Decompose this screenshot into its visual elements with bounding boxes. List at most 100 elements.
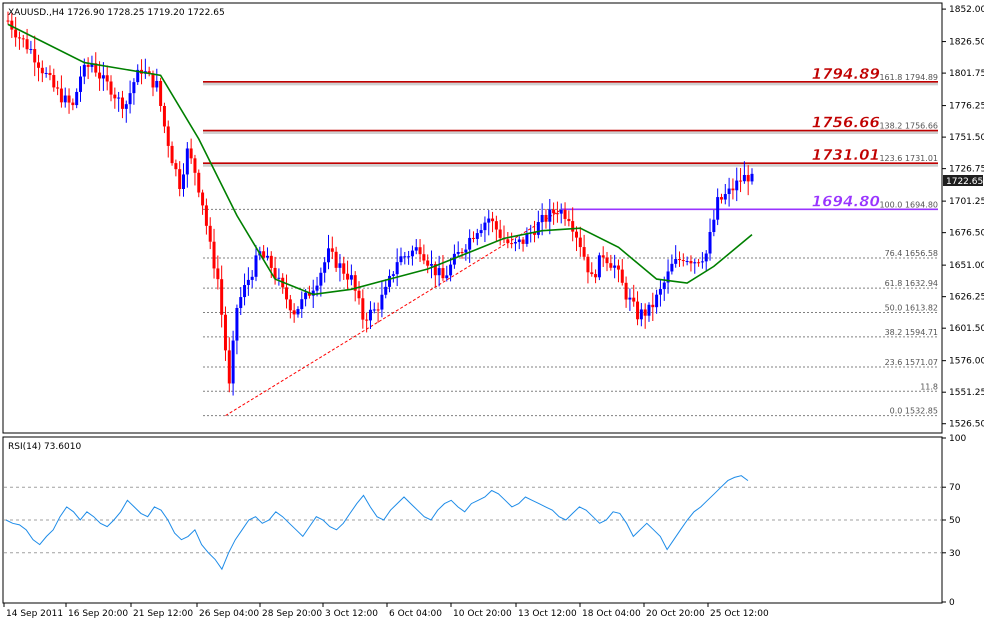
candle-body	[727, 188, 731, 195]
candle-body	[357, 290, 361, 299]
y-tick-label: 1526.50	[949, 420, 984, 430]
candle-body	[105, 75, 109, 82]
candle-body	[636, 301, 640, 320]
rsi-tick-label: 100	[949, 434, 966, 444]
y-tick-label: 1751.50	[949, 133, 984, 143]
candle-body	[742, 174, 746, 182]
candle-body	[559, 209, 563, 214]
axis-layer: 1852.00 1826.50 1801.75 1776.25 1751.50 1726.…	[3, 5, 984, 619]
candle-body	[632, 297, 636, 302]
candle-body	[704, 253, 708, 262]
candle-body	[250, 276, 254, 280]
candles-layer	[6, 11, 754, 396]
candle-body	[586, 256, 590, 273]
candle-body	[239, 297, 243, 308]
moving-average-line	[7, 23, 753, 296]
candle-body	[338, 263, 342, 268]
candle-body	[67, 95, 71, 103]
candle-body	[525, 233, 529, 244]
x-tick-label: 3 Oct 12:00	[325, 609, 378, 619]
candle-body	[174, 163, 178, 170]
candle-body	[513, 242, 517, 244]
candle-body	[571, 221, 575, 232]
fib-level-label: 123.6 1731.01	[879, 154, 938, 163]
candle-body	[204, 205, 208, 226]
candle-body	[521, 239, 525, 244]
candle-body	[563, 209, 567, 219]
candle-body	[189, 148, 193, 159]
moving-average-layer	[7, 23, 753, 296]
candle-body	[288, 299, 292, 311]
candle-body	[678, 259, 682, 261]
candle-body	[254, 255, 258, 277]
candle-body	[155, 80, 159, 88]
candle-body	[536, 222, 540, 235]
highlight-price-label: 1794.89	[812, 65, 880, 83]
candle-body	[25, 39, 29, 50]
candle-body	[388, 275, 392, 287]
x-tick-label: 28 Sep 20:00	[262, 609, 322, 619]
chart-title: XAUUSD.,H4 1726.90 1728.25 1719.20 1722.…	[8, 8, 225, 18]
candle-body	[403, 256, 407, 258]
rsi-layer	[4, 475, 941, 571]
candle-body	[182, 174, 186, 189]
candle-body	[334, 251, 338, 268]
candle-body	[510, 243, 514, 245]
candle-body	[120, 97, 124, 109]
candle-body	[601, 255, 605, 258]
candle-body	[662, 282, 666, 290]
candle-body	[639, 309, 643, 320]
candle-body	[193, 158, 197, 173]
candle-body	[14, 29, 18, 38]
fib-level-label: 0.0 1532.85	[890, 407, 938, 416]
candle-body	[399, 256, 403, 263]
candle-body	[494, 221, 498, 230]
candle-body	[391, 274, 395, 276]
candle-body	[491, 218, 495, 222]
candle-body	[56, 87, 60, 89]
fib-level-label: 161.8 1794.89	[879, 73, 938, 82]
candle-body	[326, 248, 330, 263]
candle-body	[689, 261, 693, 264]
candle-body	[208, 225, 212, 242]
candle-body	[353, 275, 357, 291]
candle-body	[475, 233, 479, 239]
candle-body	[582, 247, 586, 257]
fib-level-label: 100.0 1694.80	[879, 200, 938, 209]
candle-body	[17, 37, 21, 39]
candle-body	[342, 263, 346, 274]
candle-body	[128, 93, 132, 105]
candle-body	[372, 309, 376, 311]
candle-body	[647, 304, 651, 316]
candle-body	[94, 63, 98, 73]
candle-body	[124, 104, 128, 109]
candle-body	[567, 218, 571, 222]
candle-body	[735, 180, 739, 191]
rsi-line	[5, 475, 749, 571]
candle-body	[620, 269, 624, 283]
candle-body	[170, 145, 174, 164]
candle-body	[578, 237, 582, 248]
candle-body	[540, 214, 544, 223]
candle-body	[300, 299, 304, 310]
candle-body	[746, 174, 750, 182]
candle-body	[719, 197, 723, 200]
candle-body	[666, 271, 670, 283]
y-tick-label: 1626.25	[949, 293, 984, 303]
candle-body	[548, 209, 552, 222]
y-tick-label: 1726.75	[949, 165, 984, 175]
candle-body	[643, 309, 647, 316]
candle-body	[716, 197, 720, 220]
candle-body	[441, 268, 445, 279]
y-tick-label: 1551.25	[949, 388, 984, 398]
y-tick-label: 1801.75	[949, 69, 984, 79]
candle-body	[597, 255, 601, 278]
candle-body	[212, 241, 216, 269]
candle-body	[269, 255, 273, 268]
candle-body	[697, 262, 701, 264]
rsi-tick-label: 50	[949, 516, 961, 526]
fib-level-label: 23.6 1571.07	[885, 358, 938, 367]
y-tick-label: 1651.00	[949, 261, 984, 271]
candle-body	[216, 268, 220, 280]
candle-body	[315, 285, 319, 291]
